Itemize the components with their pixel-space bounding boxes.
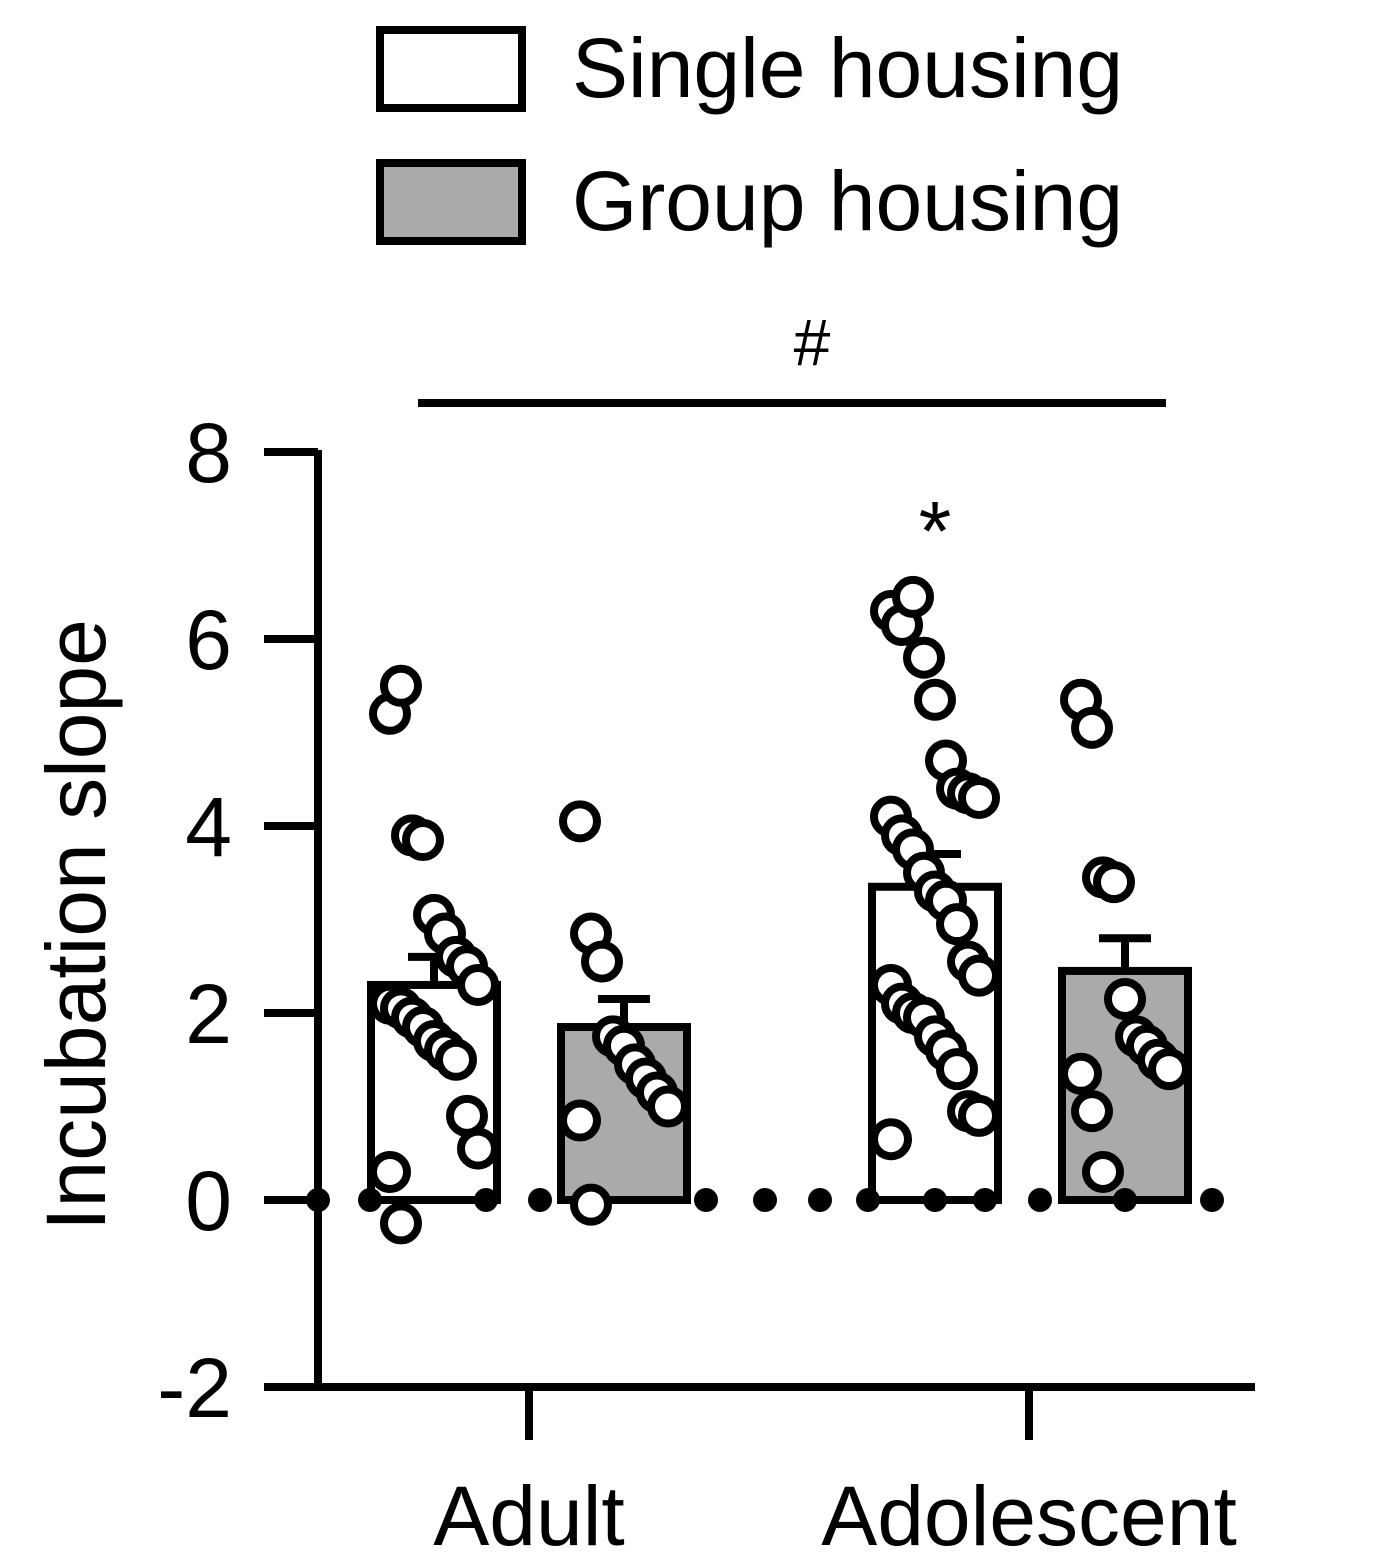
data-point: [1082, 1150, 1124, 1193]
data-point: [380, 1202, 422, 1245]
data-point: [958, 1094, 1000, 1137]
legend-swatch-group-housing: [376, 159, 526, 245]
data-point: [1071, 706, 1113, 749]
x-axis-labels: Adult Adolescent: [433, 1387, 1237, 1563]
y-tick-label: -2: [157, 1341, 232, 1435]
y-tick-label: 2: [185, 967, 232, 1061]
zero-dot: [1028, 1188, 1052, 1212]
data-point: [369, 1150, 411, 1193]
y-tick-label: 8: [185, 406, 232, 500]
x-category-label-adult: Adult: [433, 1469, 624, 1563]
zero-dot: [1113, 1188, 1137, 1212]
legend-swatch-single-housing: [376, 26, 526, 112]
data-point: [1093, 861, 1135, 904]
y-axis-ticks: -2 0 2 4 6 8: [157, 406, 318, 1435]
legend: Single housing Group housing: [376, 21, 1123, 248]
x-category-label-adolescent: Adolescent: [821, 1469, 1237, 1563]
data-point: [457, 963, 499, 1006]
data-point: [647, 1085, 689, 1128]
zero-dot: [1200, 1188, 1224, 1212]
data-point: [903, 636, 945, 679]
zero-dot: [694, 1188, 718, 1212]
data-point: [581, 940, 623, 983]
y-tick-label: 0: [185, 1154, 232, 1248]
data-point: [914, 678, 956, 721]
data-points: [306, 575, 1224, 1245]
data-point: [380, 664, 422, 707]
zero-dot: [856, 1188, 880, 1212]
significance-bracket: #: [418, 305, 1166, 407]
data-point: [559, 1099, 601, 1142]
annotations: *: [919, 484, 952, 578]
bracket-label: #: [794, 305, 831, 379]
zero-dot: [474, 1188, 498, 1212]
data-point: [1104, 977, 1146, 1020]
zero-dot: [358, 1188, 382, 1212]
zero-dot: [973, 1188, 997, 1212]
data-point: [457, 1127, 499, 1170]
data-point: [936, 1048, 978, 1091]
data-point: [936, 903, 978, 946]
data-point: [402, 819, 444, 862]
zero-dot: [808, 1188, 832, 1212]
significance-asterisk: *: [919, 484, 952, 578]
axes: [264, 450, 1255, 1391]
data-point: [870, 1118, 912, 1161]
data-point: [570, 1183, 612, 1226]
zero-dot: [923, 1188, 947, 1212]
data-point: [958, 954, 1000, 997]
y-tick-label: 6: [185, 593, 232, 687]
zero-dot: [753, 1188, 777, 1212]
data-point: [559, 800, 601, 843]
y-axis-label: Incubation slope: [29, 619, 123, 1231]
data-point: [892, 575, 934, 618]
data-point: [958, 776, 1000, 819]
data-point: [1071, 1090, 1113, 1133]
zero-dot: [528, 1188, 552, 1212]
y-tick-label: 4: [185, 780, 232, 874]
data-point: [1148, 1048, 1190, 1091]
legend-label-single-housing: Single housing: [572, 21, 1123, 115]
data-point: [435, 1038, 477, 1081]
data-point: [1060, 1052, 1102, 1095]
legend-label-group-housing: Group housing: [572, 154, 1123, 248]
